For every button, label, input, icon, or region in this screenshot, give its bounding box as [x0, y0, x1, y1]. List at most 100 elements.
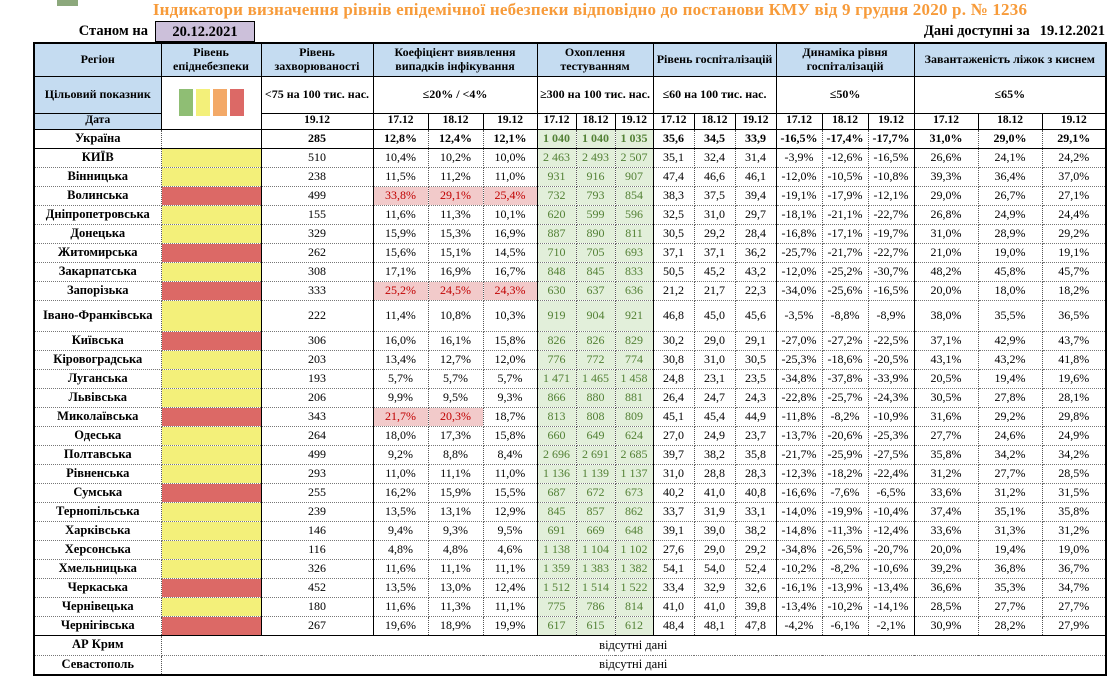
testing-value: 615 — [576, 616, 616, 636]
target-detection: ≤20% / <4% — [372, 75, 538, 114]
oxygen-beds-value: 36,8% — [978, 559, 1043, 579]
detection-value: 13,5% — [373, 502, 429, 522]
detection-value: 24,5% — [428, 281, 484, 301]
date-cell: 17.12 — [775, 112, 823, 130]
date-cell: 19.12 — [482, 112, 538, 130]
testing-value: 599 — [576, 205, 616, 225]
testing-value: 887 — [537, 224, 577, 244]
detection-value: 16,1% — [428, 331, 484, 351]
detection-value: 10,0% — [483, 148, 538, 168]
testing-value: 2 493 — [576, 148, 616, 168]
hosp-dynamics-value: -16,6% — [776, 483, 823, 503]
oxygen-beds-value: 36,4% — [978, 167, 1043, 187]
date-cell: 18.12 — [977, 112, 1043, 130]
hospitalization-value: 35,6 — [653, 129, 695, 149]
hospitalization-value: 30,5 — [735, 350, 777, 370]
region-row: Луганська 193 5,7% 5,7% 5,7% 1 471 1 465 1 458 2… — [34, 369, 1107, 389]
hospitalization-value: 24,8 — [653, 369, 695, 389]
detection-value: 11,0% — [483, 167, 538, 187]
incidence-value: 306 — [261, 331, 374, 351]
detection-value: 12,7% — [428, 350, 484, 370]
incidence-value: 203 — [261, 350, 374, 370]
detection-value: 19,6% — [373, 616, 429, 636]
region-row: Хмельницька 326 11,6% 11,1% 11,1% 1 359 1 383 1… — [34, 559, 1107, 579]
hosp-dynamics-value: -25,3% — [776, 350, 823, 370]
detection-value: 9,3% — [428, 521, 484, 541]
oxygen-beds-value: 34,2% — [978, 445, 1043, 465]
epi-level-cell — [161, 129, 262, 149]
testing-value: 1 359 — [537, 559, 577, 579]
region-name: Тернопільська — [34, 502, 162, 522]
detection-value: 19,9% — [483, 616, 538, 636]
hosp-dynamics-value: -18,1% — [776, 205, 823, 225]
date-cell: 18.12 — [693, 112, 736, 130]
testing-value: 811 — [615, 224, 654, 244]
oxygen-beds-value: 31,0% — [914, 224, 979, 244]
detection-value: 13,5% — [373, 578, 429, 598]
detection-value: 13,4% — [373, 350, 429, 370]
hosp-dynamics-value: -6,5% — [868, 483, 915, 503]
oxygen-beds-value: 19,0% — [978, 243, 1043, 263]
testing-value: 1 040 — [537, 129, 577, 149]
detection-value: 11,6% — [373, 205, 429, 225]
testing-value: 808 — [576, 407, 616, 427]
detection-value: 24,3% — [483, 281, 538, 301]
oxygen-beds-value: 29,8% — [1042, 407, 1107, 427]
region-row: КИЇВ 510 10,4% 10,2% 10,0% 2 463 2 493 2 507 35,… — [34, 148, 1107, 168]
hospitalization-value: 33,1 — [735, 502, 777, 522]
testing-value: 1 102 — [615, 540, 654, 560]
oxygen-beds-value: 21,0% — [914, 243, 979, 263]
detection-value: 5,7% — [483, 369, 538, 389]
detection-value: 9,3% — [483, 388, 538, 408]
testing-value: 672 — [576, 483, 616, 503]
testing-value: 673 — [615, 483, 654, 503]
region-row: Полтавська 499 9,2% 8,8% 8,4% 2 696 2 691 2 685… — [34, 445, 1107, 465]
region-name: Черкаська — [34, 578, 162, 598]
incidence-value: 146 — [261, 521, 374, 541]
header-row-titles: Регіон Рівень епіднебезпеки Рівень захво… — [33, 42, 1107, 77]
hospitalization-value: 38,2 — [735, 521, 777, 541]
oxygen-beds-value: 29,2% — [978, 407, 1043, 427]
epi-level-cell — [161, 243, 262, 263]
detection-value: 11,1% — [483, 597, 538, 617]
incidence-value: 267 — [261, 616, 374, 636]
testing-value: 1 138 — [537, 540, 577, 560]
epi-level-cell — [161, 407, 262, 427]
hospitalization-value: 27,0 — [653, 426, 695, 446]
as-of-date-cell[interactable]: 20.12.2021 — [155, 21, 255, 42]
detection-value: 5,7% — [373, 369, 429, 389]
region-row: Донецька 329 15,9% 15,3% 16,9% 887 890 811 30,5 2… — [34, 224, 1107, 244]
hosp-dynamics-value: -37,8% — [822, 369, 869, 389]
detection-value: 13,1% — [428, 502, 484, 522]
hospitalization-value: 44,9 — [735, 407, 777, 427]
region-name: Волинська — [34, 186, 162, 206]
hospitalization-value: 29,0 — [694, 540, 736, 560]
detection-value: 16,0% — [373, 331, 429, 351]
testing-value: 826 — [576, 331, 616, 351]
hospitalization-value: 52,4 — [735, 559, 777, 579]
legend-orange-swatch — [212, 89, 227, 116]
as-of-row: Станом на 20.12.2021 Дані доступні за 19.… — [33, 21, 1105, 42]
detection-value: 21,7% — [373, 407, 429, 427]
detection-value: 15,9% — [428, 483, 484, 503]
region-row: Вінницька 238 11,5% 11,2% 11,0% 931 916 907 47,4… — [34, 167, 1107, 187]
region-name: Закарпатська — [34, 262, 162, 282]
testing-value: 845 — [537, 502, 577, 522]
detection-value: 12,1% — [483, 129, 538, 149]
hospitalization-value: 35,8 — [735, 445, 777, 465]
oxygen-beds-value: 26,7% — [978, 186, 1043, 206]
hospitalization-value: 45,6 — [735, 300, 777, 332]
epi-level-cell — [161, 559, 262, 579]
oxygen-beds-value: 31,2% — [1042, 521, 1107, 541]
oxygen-beds-value: 39,3% — [914, 167, 979, 187]
hosp-dynamics-value: -10,5% — [822, 167, 869, 187]
oxygen-beds-value: 18,2% — [1042, 281, 1107, 301]
hospitalization-value: 36,2 — [735, 243, 777, 263]
region-row: Дніпропетровська 155 11,6% 11,3% 10,1% 620 599… — [34, 205, 1107, 225]
hosp-dynamics-value: -33,9% — [868, 369, 915, 389]
region-row: Кіровоградська 203 13,4% 12,7% 12,0% 776 772 77… — [34, 350, 1107, 370]
oxygen-beds-value: 27,7% — [914, 426, 979, 446]
detection-value: 16,7% — [483, 262, 538, 282]
header-epi-level: Рівень епіднебезпеки — [160, 42, 262, 77]
hospitalization-value: 22,3 — [735, 281, 777, 301]
